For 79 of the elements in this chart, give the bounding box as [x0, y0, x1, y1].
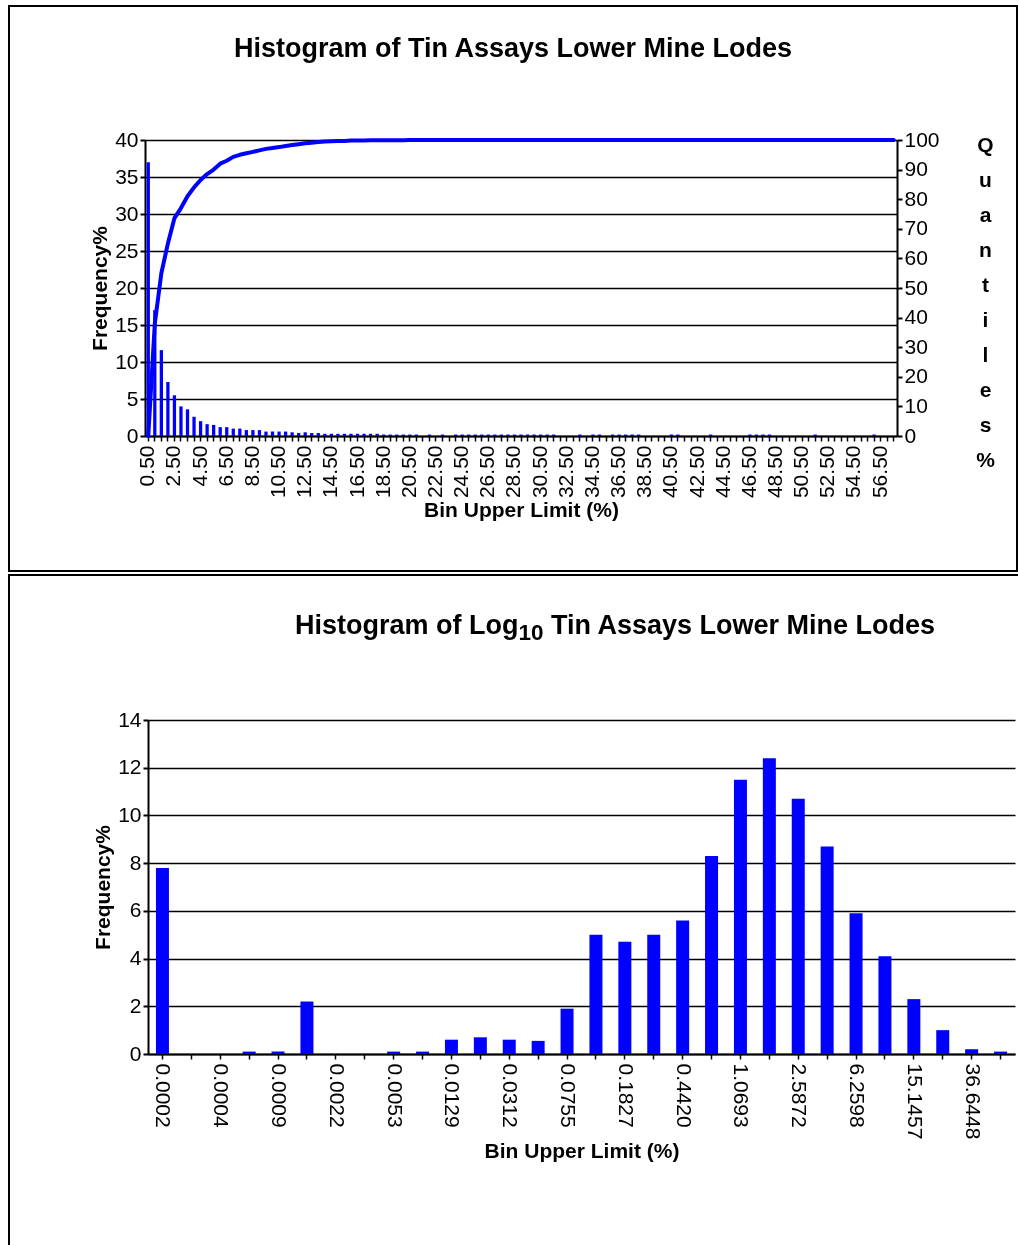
y2-tick-label: 70 [904, 216, 928, 240]
x-tick-label: 40.50 [658, 445, 682, 499]
y-tick-label: 0 [129, 1041, 142, 1065]
x-tick-label: 44.50 [710, 445, 734, 499]
y-tick-label: 8 [129, 850, 142, 874]
x-tick-label: 4.50 [187, 445, 211, 487]
y2-tick-label: 90 [904, 157, 928, 181]
x-tick-label: 0.0312 [499, 1063, 523, 1128]
y-tick-label: 5 [126, 386, 139, 410]
x-axis-title: Bin Upper Limit (%) [424, 498, 619, 522]
y2-tick-label: 60 [904, 245, 928, 269]
y-tick-label: 40 [115, 127, 139, 151]
y-tick-label: 25 [115, 238, 139, 262]
x-tick-label: 0.1827 [614, 1063, 638, 1128]
x-tick-label: 6.50 [213, 445, 237, 487]
x-tick-label: 12.50 [292, 445, 316, 499]
x-tick-label: 34.50 [579, 445, 603, 499]
x-tick-label: 38.50 [632, 445, 656, 499]
y-tick-label: 15 [115, 312, 139, 336]
x-tick-label: 15.1457 [903, 1063, 927, 1140]
y-tick-label: 10 [118, 802, 142, 826]
x-tick-label: 20.50 [396, 445, 420, 499]
x-tick-label: 46.50 [736, 445, 760, 499]
x-tick-label: 2.50 [161, 445, 185, 487]
y2-tick-label: 30 [904, 334, 928, 358]
x-tick-label: 52.50 [815, 445, 839, 499]
y-tick-label: 10 [115, 349, 139, 373]
x-tick-label: 0.0129 [441, 1063, 465, 1128]
y2-tick-label: 100 [904, 127, 940, 151]
x-tick-label: 0.50 [135, 445, 159, 487]
x-tick-label: 6.2598 [846, 1063, 870, 1128]
y-tick-label: 12 [118, 755, 142, 779]
chart-title: Histogram of Tin Assays Lower Mine Lodes [232, 33, 794, 64]
y2-tick-label: 80 [904, 186, 928, 210]
x-tick-label: 48.50 [763, 445, 787, 499]
x-tick-label: 28.50 [501, 445, 525, 499]
x-tick-label: 22.50 [422, 445, 446, 499]
y-tick-label: 14 [118, 707, 142, 731]
x-tick-label: 8.50 [239, 445, 263, 487]
x-tick-label: 0.0004 [210, 1063, 234, 1129]
x-tick-label: 0.0022 [325, 1063, 349, 1128]
y2-tick-label: 0 [904, 423, 917, 447]
x-axis-title: Bin Upper Limit (%) [484, 1139, 680, 1163]
y2-tick-label: 50 [904, 275, 928, 299]
x-tick-label: 26.50 [475, 445, 499, 499]
x-tick-label: 32.50 [553, 445, 577, 499]
x-tick-label: 10.50 [266, 445, 290, 499]
x-tick-label: 24.50 [449, 445, 473, 499]
x-tick-label: 0.0009 [268, 1063, 292, 1128]
y2-tick-label: 20 [904, 364, 928, 388]
x-tick-label: 0.0755 [557, 1063, 581, 1128]
x-tick-label: 2.5872 [788, 1063, 812, 1128]
text: Quantiles% [976, 132, 995, 471]
x-tick-label: 36.6448 [961, 1063, 985, 1140]
y-tick-label: 0 [126, 423, 139, 447]
y-tick-label: 30 [115, 201, 139, 225]
x-tick-label: 18.50 [370, 445, 394, 499]
chart-title: Histogram of Log$_{10}$ Tin Assays Lower Mine Lodes [293, 610, 937, 647]
x-tick-label: 16.50 [344, 445, 368, 499]
y-axis-title: Frequency% [88, 225, 112, 351]
y-tick-label: 20 [115, 275, 139, 299]
x-tick-label: 0.0002 [152, 1063, 176, 1128]
x-tick-label: 1.0693 [730, 1063, 754, 1128]
y2-tick-label: 10 [904, 393, 928, 417]
x-tick-label: 50.50 [789, 445, 813, 499]
x-tick-label: 0.4420 [672, 1063, 696, 1128]
x-tick-label: 56.50 [867, 445, 891, 499]
x-tick-label: 14.50 [318, 445, 342, 499]
x-tick-label: 30.50 [527, 445, 551, 499]
x-tick-label: 36.50 [606, 445, 630, 499]
y-tick-label: 6 [129, 898, 142, 922]
x-tick-label: 54.50 [841, 445, 865, 499]
y2-tick-label: 40 [904, 305, 928, 329]
y-tick-label: 2 [129, 993, 142, 1017]
x-tick-label: 0.0053 [383, 1063, 407, 1128]
x-tick-label: 42.50 [684, 445, 708, 499]
y-tick-label: 35 [115, 164, 139, 188]
y-tick-label: 4 [129, 946, 142, 970]
y-axis-title: Frequency% [91, 824, 115, 950]
